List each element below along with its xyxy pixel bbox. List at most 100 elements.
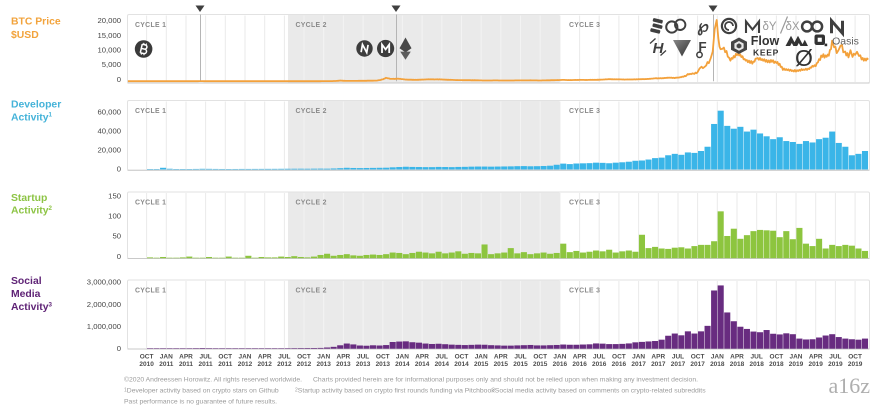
svg-text:JUL: JUL [436, 354, 448, 361]
svg-text:KEEP: KEEP [753, 48, 779, 58]
svg-text:JAN: JAN [396, 354, 409, 361]
svg-text:OCT: OCT [218, 354, 232, 361]
svg-text:CYCLE 1: CYCLE 1 [135, 288, 166, 295]
svg-text:2017: 2017 [690, 361, 705, 368]
svg-text:2016: 2016 [592, 361, 607, 368]
svg-text:2011: 2011 [159, 361, 173, 368]
svg-text:CYCLE 1: CYCLE 1 [135, 108, 166, 115]
svg-text:Activity1: Activity1 [11, 112, 53, 124]
svg-text:1Developer activity based on c: 1Developer activity based on crypto star… [124, 387, 279, 395]
svg-text:APR: APR [809, 354, 823, 361]
svg-text:2011: 2011 [218, 361, 232, 368]
svg-text:Startup: Startup [11, 193, 47, 204]
svg-text:10,000: 10,000 [97, 46, 121, 55]
svg-text:APR: APR [573, 354, 587, 361]
svg-text:OCT: OCT [691, 354, 705, 361]
svg-text:1,000,000: 1,000,000 [87, 322, 121, 331]
svg-text:2018: 2018 [710, 361, 725, 368]
svg-text:2013: 2013 [336, 361, 351, 368]
svg-text:2014: 2014 [415, 361, 430, 368]
svg-text:BTC Price: BTC Price [11, 16, 61, 27]
svg-text:a16z: a16z [828, 373, 870, 398]
svg-text:JAN: JAN [789, 354, 802, 361]
svg-text:5,000: 5,000 [102, 60, 121, 69]
svg-text:APR: APR [415, 354, 429, 361]
svg-text:2014: 2014 [395, 361, 410, 368]
svg-text:3,000,000: 3,000,000 [87, 278, 121, 287]
svg-text:OCT: OCT [140, 354, 154, 361]
svg-text:0: 0 [117, 252, 121, 261]
svg-text:JUL: JUL [593, 354, 605, 361]
svg-text:2012: 2012 [277, 361, 292, 368]
svg-text:2013: 2013 [376, 361, 391, 368]
svg-text:CYCLE 3: CYCLE 3 [569, 108, 600, 115]
svg-text:2011: 2011 [199, 361, 213, 368]
svg-text:CYCLE 3: CYCLE 3 [569, 22, 600, 29]
svg-text:JUL: JUL [278, 354, 290, 361]
svg-text:CYCLE 3: CYCLE 3 [569, 288, 600, 295]
svg-text:2016: 2016 [553, 361, 568, 368]
svg-text:2018: 2018 [749, 361, 764, 368]
svg-text:50: 50 [112, 232, 121, 241]
svg-text:0: 0 [117, 75, 121, 84]
svg-text:2015: 2015 [494, 361, 509, 368]
svg-text:OCT: OCT [848, 354, 862, 361]
svg-text:JUL: JUL [357, 354, 369, 361]
svg-text:2016: 2016 [612, 361, 627, 368]
svg-text:JUL: JUL [672, 354, 684, 361]
svg-text:JAN: JAN [317, 354, 330, 361]
svg-text:℘: ℘ [697, 18, 709, 37]
svg-text:2019: 2019 [848, 361, 863, 368]
svg-text:2018: 2018 [730, 361, 745, 368]
svg-text:δY: δY [762, 21, 776, 33]
svg-text:0: 0 [117, 165, 121, 174]
svg-text:Media: Media [11, 289, 41, 300]
svg-text:CYCLE 2: CYCLE 2 [296, 108, 327, 115]
svg-text:Developer: Developer [11, 100, 61, 111]
svg-text:Activity3: Activity3 [11, 301, 53, 313]
svg-text:APR: APR [337, 354, 351, 361]
svg-text:2Startup activity based on cry: 2Startup activity based on crypto first … [295, 387, 495, 395]
svg-text:2017: 2017 [631, 361, 646, 368]
svg-text:APR: APR [730, 354, 744, 361]
svg-text:2012: 2012 [238, 361, 253, 368]
svg-text:APR: APR [494, 354, 508, 361]
svg-text:CYCLE 1: CYCLE 1 [135, 200, 166, 207]
svg-text:2019: 2019 [789, 361, 804, 368]
svg-text:JUL: JUL [514, 354, 526, 361]
svg-text:2017: 2017 [671, 361, 686, 368]
svg-text:2,000,000: 2,000,000 [87, 300, 121, 309]
svg-text:Oasis: Oasis [832, 36, 859, 48]
svg-text:APR: APR [258, 354, 272, 361]
svg-text:2015: 2015 [474, 361, 489, 368]
svg-text:2019: 2019 [828, 361, 843, 368]
svg-text:CYCLE 3: CYCLE 3 [569, 200, 600, 207]
svg-text:APR: APR [651, 354, 665, 361]
svg-text:APR: APR [179, 354, 193, 361]
svg-text:JAN: JAN [238, 354, 251, 361]
svg-text:JUL: JUL [199, 354, 211, 361]
svg-text:100: 100 [108, 212, 121, 221]
svg-text:40,000: 40,000 [97, 127, 121, 136]
svg-text:H: H [653, 40, 665, 57]
svg-text:OCT: OCT [612, 354, 626, 361]
svg-text:OCT: OCT [297, 354, 311, 361]
svg-text:20,000: 20,000 [97, 16, 121, 25]
svg-text:OCT: OCT [455, 354, 469, 361]
svg-text:2011: 2011 [179, 361, 193, 368]
svg-text:δX: δX [785, 21, 799, 33]
svg-text:2015: 2015 [533, 361, 548, 368]
svg-text:JAN: JAN [632, 354, 645, 361]
svg-text:2012: 2012 [297, 361, 312, 368]
svg-text:2013: 2013 [356, 361, 371, 368]
svg-text:2012: 2012 [257, 361, 272, 368]
svg-text:JAN: JAN [711, 354, 724, 361]
svg-text:2015: 2015 [513, 361, 528, 368]
svg-text:Social: Social [11, 276, 42, 287]
svg-text:2014: 2014 [435, 361, 450, 368]
svg-text:CYCLE 1: CYCLE 1 [135, 22, 166, 29]
svg-text:15,000: 15,000 [97, 31, 121, 40]
svg-text:OCT: OCT [376, 354, 390, 361]
svg-text:CYCLE 2: CYCLE 2 [296, 288, 327, 295]
svg-text:JUL: JUL [829, 354, 841, 361]
